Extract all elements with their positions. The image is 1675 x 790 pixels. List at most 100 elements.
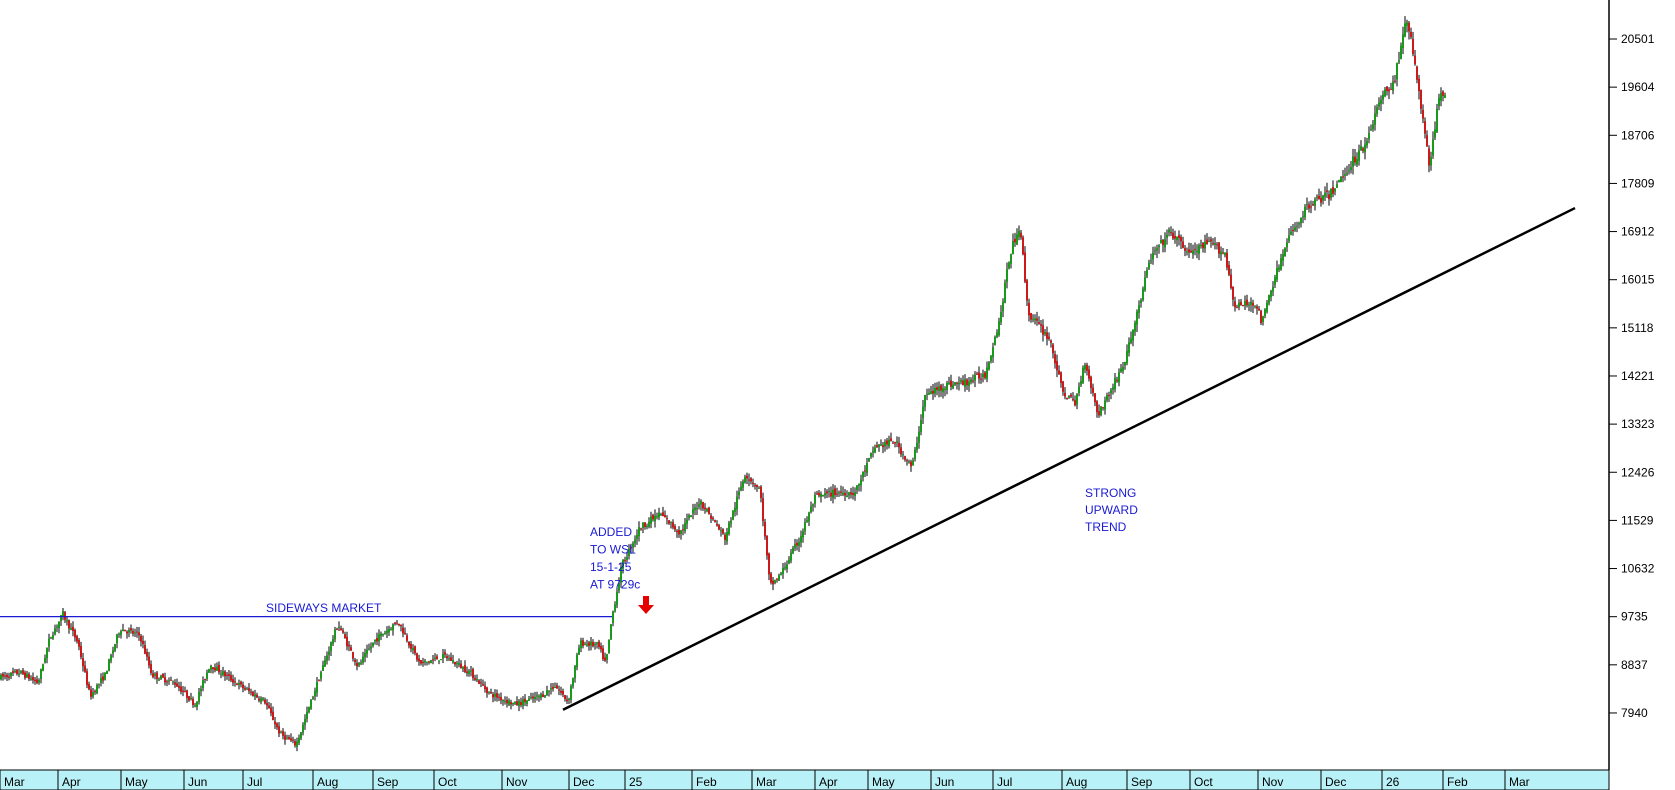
candle-down — [524, 698, 526, 703]
candle-down — [1230, 274, 1232, 288]
candle-up — [1250, 302, 1252, 305]
candle-down — [12, 671, 14, 673]
candle-down — [1394, 80, 1396, 82]
x-tick-label: Apr — [62, 775, 81, 789]
candle-up — [332, 639, 334, 644]
candle-down — [72, 626, 74, 631]
candle-down — [32, 677, 34, 681]
candle-up — [934, 387, 936, 394]
candlestick-series — [0, 16, 1446, 752]
candle-down — [1178, 235, 1180, 239]
candle-up — [620, 567, 622, 583]
candle-down — [1234, 301, 1236, 308]
candle-down — [906, 460, 908, 462]
candle-up — [260, 698, 262, 702]
candle-down — [1318, 195, 1320, 199]
candle-down — [236, 683, 238, 686]
y-tick-label: 16015 — [1621, 273, 1655, 287]
candle-down — [410, 643, 412, 649]
candle-down — [752, 482, 754, 484]
candle-down — [350, 647, 352, 651]
candle-up — [738, 491, 740, 496]
candle-up — [908, 461, 910, 463]
candle-up — [554, 687, 556, 689]
candle-up — [1176, 236, 1178, 241]
candle-down — [76, 636, 78, 642]
candle-up — [1324, 192, 1326, 197]
candle-down — [1060, 372, 1062, 383]
candle-up — [104, 672, 106, 680]
candle-up — [1160, 240, 1162, 244]
candle-down — [342, 630, 344, 633]
annotation-trend-line: TREND — [1085, 520, 1127, 534]
candle-up — [1082, 367, 1084, 384]
candle-up — [334, 629, 336, 640]
candle-up — [1006, 269, 1008, 283]
candle-up — [220, 673, 222, 675]
candle-down — [712, 517, 714, 520]
candle-up — [320, 672, 322, 679]
candle-up — [1400, 45, 1402, 59]
candle-up — [1156, 248, 1158, 251]
candle-down — [714, 520, 716, 522]
candle-down — [984, 372, 986, 378]
candle-up — [784, 567, 786, 569]
candle-down — [414, 646, 416, 654]
candle-down — [598, 641, 600, 648]
x-tick-label: 25 — [629, 775, 643, 789]
candle-up — [462, 666, 464, 669]
candle-up — [654, 515, 656, 522]
x-tick-label: Aug — [1066, 775, 1087, 789]
candle-up — [576, 654, 578, 668]
candle-up — [544, 695, 546, 698]
candle-down — [1222, 252, 1224, 254]
x-tick-label: Jun — [188, 775, 207, 789]
candle-up — [1350, 167, 1352, 171]
candle-down — [718, 525, 720, 530]
y-tick-label: 15118 — [1621, 321, 1654, 335]
candle-up — [96, 684, 98, 694]
candle-up — [1406, 22, 1408, 26]
candle-down — [170, 679, 172, 681]
candle-up — [546, 690, 548, 695]
candle-up — [916, 442, 918, 450]
candle-up — [680, 530, 682, 534]
candle-down — [1256, 306, 1258, 309]
candle-up — [1248, 304, 1250, 306]
candle-up — [1198, 245, 1200, 254]
candle-up — [1068, 396, 1070, 398]
candle-down — [136, 631, 138, 633]
candle-up — [688, 515, 690, 518]
candle-up — [98, 683, 100, 685]
candle-up — [810, 506, 812, 513]
candle-down — [288, 737, 290, 740]
candle-down — [722, 529, 724, 534]
candle-up — [190, 697, 192, 699]
candle-up — [954, 382, 956, 385]
candle-down — [396, 622, 398, 624]
y-tick-label: 19604 — [1621, 80, 1655, 94]
candle-down — [1030, 313, 1032, 320]
annotation-trend-line: STRONG — [1085, 486, 1136, 500]
candle-down — [844, 492, 846, 496]
candle-up — [1224, 252, 1226, 256]
candle-down — [226, 674, 228, 676]
candle-up — [0, 674, 2, 680]
candle-down — [74, 629, 76, 638]
candle-up — [502, 699, 504, 702]
candle-down — [640, 528, 642, 530]
candle-down — [1020, 232, 1022, 238]
candle-up — [1268, 294, 1270, 304]
candle-up — [1372, 124, 1374, 130]
candle-down — [1426, 135, 1428, 147]
candle-up — [998, 321, 1000, 336]
candle-down — [1410, 31, 1412, 38]
candle-up — [1270, 290, 1272, 298]
candle-down — [1390, 88, 1392, 90]
candle-down — [1048, 336, 1050, 339]
candle-down — [1066, 397, 1068, 399]
candle-down — [182, 690, 184, 692]
candle-up — [730, 520, 732, 524]
candle-up — [1304, 206, 1306, 218]
candle-up — [1274, 277, 1276, 285]
